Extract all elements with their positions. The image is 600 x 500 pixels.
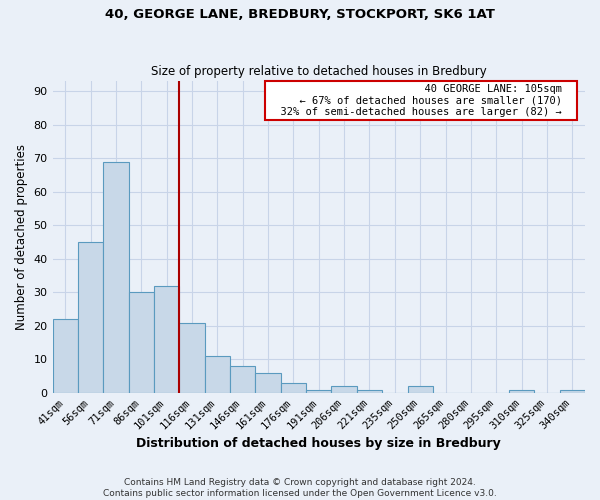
Text: Contains HM Land Registry data © Crown copyright and database right 2024.
Contai: Contains HM Land Registry data © Crown c…	[103, 478, 497, 498]
Bar	[407, 386, 433, 393]
Bar	[281, 383, 306, 393]
Bar	[230, 366, 256, 393]
Title: Size of property relative to detached houses in Bredbury: Size of property relative to detached ho…	[151, 66, 487, 78]
Text: 40, GEORGE LANE, BREDBURY, STOCKPORT, SK6 1AT: 40, GEORGE LANE, BREDBURY, STOCKPORT, SK…	[105, 8, 495, 20]
Bar	[205, 356, 230, 393]
Bar	[357, 390, 382, 393]
Bar	[78, 242, 103, 393]
Text: 40 GEORGE LANE: 105sqm  
  ← 67% of detached houses are smaller (170)  
  32% of: 40 GEORGE LANE: 105sqm ← 67% of detached…	[268, 84, 574, 117]
Bar	[128, 292, 154, 393]
Bar	[53, 319, 78, 393]
Bar	[509, 390, 534, 393]
Bar	[560, 390, 585, 393]
Bar	[103, 162, 128, 393]
Bar	[256, 373, 281, 393]
Bar	[179, 322, 205, 393]
X-axis label: Distribution of detached houses by size in Bredbury: Distribution of detached houses by size …	[136, 437, 501, 450]
Bar	[331, 386, 357, 393]
Bar	[154, 286, 179, 393]
Y-axis label: Number of detached properties: Number of detached properties	[15, 144, 28, 330]
Bar	[306, 390, 331, 393]
